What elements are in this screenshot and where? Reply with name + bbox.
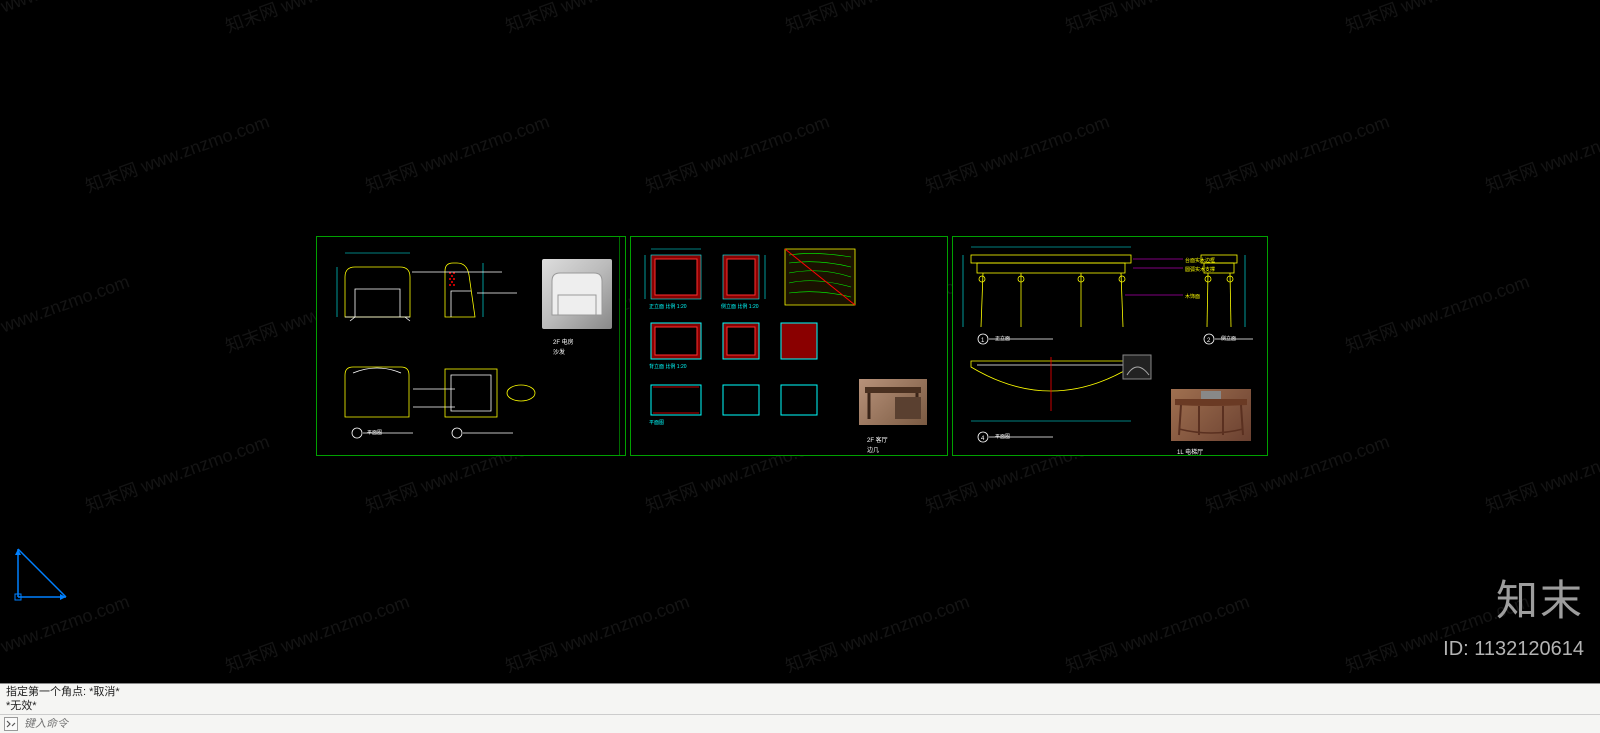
watermark-text: 知末网 www.znzmo.com (221, 0, 412, 38)
watermark-text: 知末网 www.znzmo.com (1201, 108, 1392, 199)
watermark-text: 知末网 www.znzmo.com (1481, 428, 1600, 519)
watermark-text: 知末网 www.znzmo.com (1341, 0, 1532, 38)
frame3-title: 1L 电梯厅 (1177, 447, 1203, 456)
note-1: 台面实木边框 (1185, 257, 1215, 264)
id-overlay: ID: 1132120614 (1443, 638, 1584, 661)
watermark-text: 知末网 www.znzmo.com (501, 0, 692, 38)
watermark-text: 知末网 www.znzmo.com (81, 108, 272, 199)
watermark-text: 知末网 www.znzmo.com (781, 0, 972, 38)
view-desc-2: 侧立面 (1221, 335, 1236, 342)
watermark-text: 知末网 www.znzmo.com (1061, 0, 1252, 38)
panel-label-1: 正立面 比例 1:20 (649, 303, 687, 310)
sheet-frame-sidetable[interactable]: 正立面 比例 1:20 侧立面 比例 1:20 背立面 比例 1:20 平面图 … (630, 236, 948, 456)
watermark-text: 知末网 www.znzmo.com (501, 588, 692, 673)
frame1-subtitle: 沙发 (553, 347, 565, 356)
watermark-text: 知末网 www.znzmo.com (221, 588, 412, 673)
svg-text:1: 1 (981, 338, 985, 344)
console-reference-photo (1171, 389, 1251, 441)
command-input-row[interactable] (0, 714, 1600, 733)
command-input[interactable] (24, 718, 1596, 730)
watermark-text: 知末网 www.znzmo.com (641, 108, 832, 199)
view-desc-4: 平面图 (995, 433, 1010, 440)
command-prompt-icon (4, 717, 18, 731)
watermark-text: 知末网 www.znzmo.com (921, 108, 1112, 199)
svg-text:2: 2 (1207, 338, 1211, 344)
drawing-canvas[interactable]: 知末网 www.znzmo.com 知末网 www.znzmo.com 知末网 ww… (0, 0, 1600, 673)
frame2-subtitle: 边几 (867, 445, 879, 454)
frame1-title: 2F 电房 (553, 337, 574, 346)
ucs-icon (12, 543, 72, 603)
panel-label-5: 平面图 (649, 419, 664, 426)
watermark-text: 知末网 www.znzmo.com (361, 108, 552, 199)
watermark-text: 知末网 www.znzmo.com (0, 268, 133, 359)
watermark-text: 知末网 www.znzmo.com (0, 0, 133, 38)
drawing-frames-group: 2F 电房 沙发 平面图 (316, 236, 1268, 456)
note-3: 木饰面 (1185, 293, 1200, 300)
watermark-text: 知末网 www.znzmo.com (1341, 268, 1532, 359)
brand-watermark: 知末 (1496, 567, 1584, 628)
sofa-reference-photo (542, 259, 612, 329)
watermark-text: 知末网 www.znzmo.com (781, 588, 972, 673)
command-history: 指定第一个角点: *取消* *无效* (0, 684, 1600, 714)
view-desc-1: 正立面 (995, 335, 1010, 342)
panel-label-2: 侧立面 比例 1:20 (721, 303, 759, 310)
panel-label-3: 背立面 比例 1:20 (649, 363, 687, 370)
sidetable-reference-photo (859, 379, 927, 425)
note-2: 圆弧实木支撑 (1185, 266, 1215, 273)
command-line-area: 指定第一个角点: *取消* *无效* (0, 683, 1600, 733)
sheet-frame-sofa[interactable]: 2F 电房 沙发 平面图 (316, 236, 626, 456)
view-label-4: 平面图 (367, 429, 382, 436)
frame2-title: 2F 客厅 (867, 435, 888, 444)
history-line-1: 指定第一个角点: *取消* (6, 685, 1594, 699)
watermark-text: 知末网 www.znzmo.com (81, 428, 272, 519)
history-line-2: *无效* (6, 699, 1594, 713)
watermark-text: 知末网 www.znzmo.com (1061, 588, 1252, 673)
watermark-text: 知末网 www.znzmo.com (1481, 108, 1600, 199)
svg-text:4: 4 (981, 436, 985, 442)
sheet-frame-console[interactable]: 1 2 4 台面实木边框 圆弧实木支撑 木饰面 正立面 侧立面 平面 (952, 236, 1268, 456)
